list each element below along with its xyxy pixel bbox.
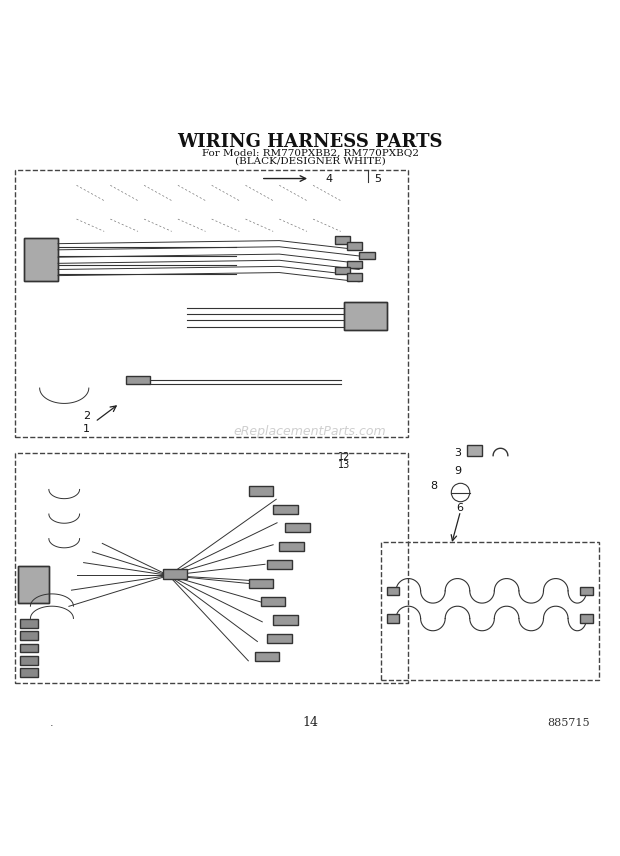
Bar (347, 242, 362, 250)
Bar (387, 614, 399, 623)
Text: 5: 5 (374, 174, 381, 183)
Text: (BLACK/DESIGNER WHITE): (BLACK/DESIGNER WHITE) (234, 157, 386, 166)
Text: 4: 4 (326, 174, 332, 183)
Text: 885715: 885715 (547, 718, 590, 728)
Text: 13: 13 (338, 460, 350, 470)
Bar (273, 505, 298, 514)
Text: 14: 14 (302, 716, 318, 729)
Bar (255, 652, 279, 662)
Bar (285, 523, 310, 532)
Bar (347, 261, 362, 268)
Bar (344, 302, 387, 330)
Bar (580, 614, 593, 623)
Bar (267, 560, 291, 569)
Bar (24, 237, 58, 281)
Text: 1: 1 (82, 425, 90, 434)
Text: .: . (50, 718, 54, 728)
Bar (249, 486, 273, 496)
Bar (344, 302, 387, 330)
Bar (126, 377, 150, 383)
Bar (24, 237, 58, 281)
Text: 6: 6 (456, 502, 463, 513)
Text: 12: 12 (338, 453, 350, 462)
Bar (20, 656, 38, 664)
Bar (387, 586, 399, 595)
Bar (267, 633, 291, 643)
Text: WIRING HARNESS PARTS: WIRING HARNESS PARTS (177, 134, 443, 152)
Bar (335, 267, 350, 275)
Bar (273, 615, 298, 625)
Bar (335, 236, 350, 244)
Text: eReplacementParts.com: eReplacementParts.com (234, 425, 386, 437)
Bar (162, 569, 187, 579)
Bar (18, 567, 49, 603)
Bar (20, 619, 38, 627)
Text: For Model: RM770PXBB2, RM770PXBQ2: For Model: RM770PXBB2, RM770PXBQ2 (202, 148, 418, 158)
Text: 9: 9 (454, 466, 461, 476)
Text: 2: 2 (82, 411, 90, 420)
Bar (20, 669, 38, 677)
Bar (467, 444, 482, 455)
Bar (20, 644, 38, 652)
Bar (18, 567, 49, 603)
Text: 8: 8 (430, 481, 437, 491)
Bar (279, 542, 304, 551)
Bar (347, 273, 362, 281)
Bar (249, 579, 273, 588)
Bar (359, 252, 374, 259)
Bar (580, 586, 593, 595)
Bar (20, 632, 38, 640)
Text: 3: 3 (454, 448, 461, 458)
Bar (261, 597, 285, 606)
